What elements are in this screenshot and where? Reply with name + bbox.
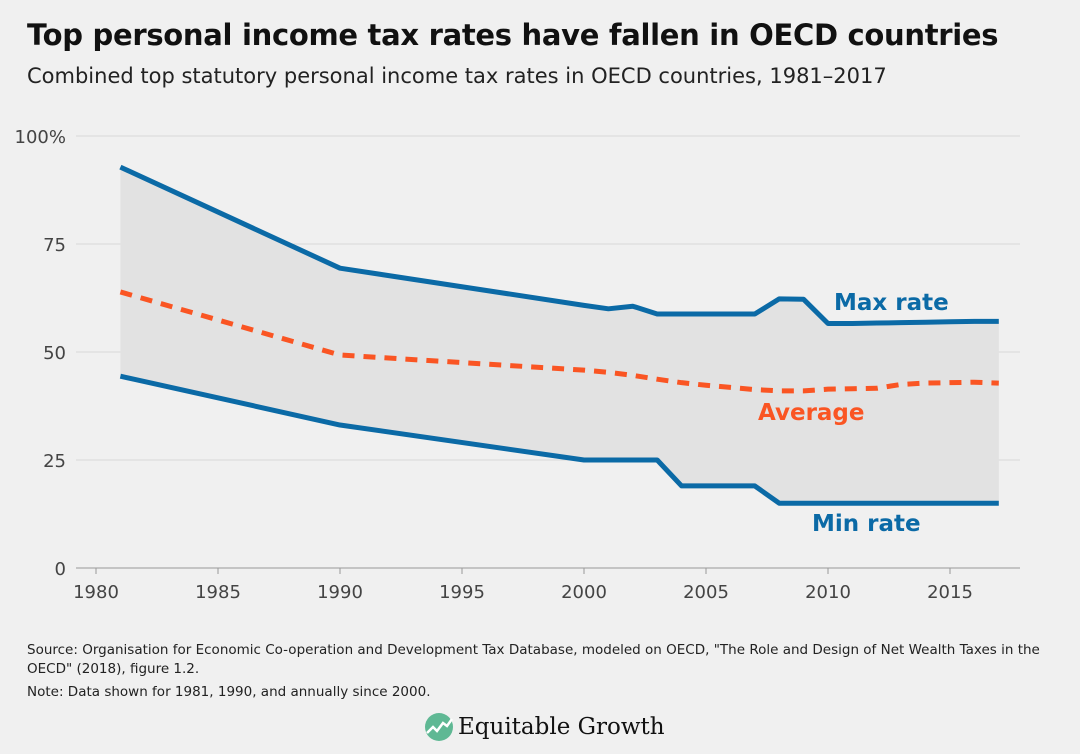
x-tick-label: 1995 xyxy=(439,582,485,603)
series-label: Max rate xyxy=(834,290,949,316)
y-tick-label: 75 xyxy=(43,235,66,256)
series-line-max-rate xyxy=(119,164,999,326)
y-tick-label: 0 xyxy=(55,559,66,580)
data-note: Note: Data shown for 1981, 1990, and ann… xyxy=(27,684,431,700)
source-note: Source: Organisation for Economic Co-ope… xyxy=(27,642,1040,677)
series-label: Min rate xyxy=(812,511,921,537)
chart-subtitle: Combined top statutory personal income t… xyxy=(27,64,887,88)
logo-text: Equitable Growth xyxy=(458,714,665,740)
x-tick-label: 2010 xyxy=(805,582,851,603)
chart-title: Top personal income tax rates have falle… xyxy=(27,18,999,52)
series-line-min-rate xyxy=(119,373,999,506)
logo: Equitable Growth xyxy=(424,712,665,742)
y-tick-label: 50 xyxy=(43,343,66,364)
series-label: Average xyxy=(758,400,865,426)
x-tick-label: 2000 xyxy=(561,582,607,603)
y-tick-label: 100% xyxy=(15,127,66,148)
x-tick-label: 2005 xyxy=(683,582,729,603)
x-tick-label: 2015 xyxy=(927,582,973,603)
x-tick-label: 1980 xyxy=(73,582,119,603)
x-tick-label: 1990 xyxy=(317,582,363,603)
x-tick-label: 1985 xyxy=(195,582,241,603)
series-line-average xyxy=(119,289,999,394)
range-band xyxy=(120,167,999,504)
plot-area: 0 25 50 75 100% 1980 1985 1990 1995 2000 2005 2010 2… xyxy=(15,127,1020,603)
y-tick-label: 25 xyxy=(43,451,66,472)
growth-logo-icon xyxy=(425,713,454,741)
